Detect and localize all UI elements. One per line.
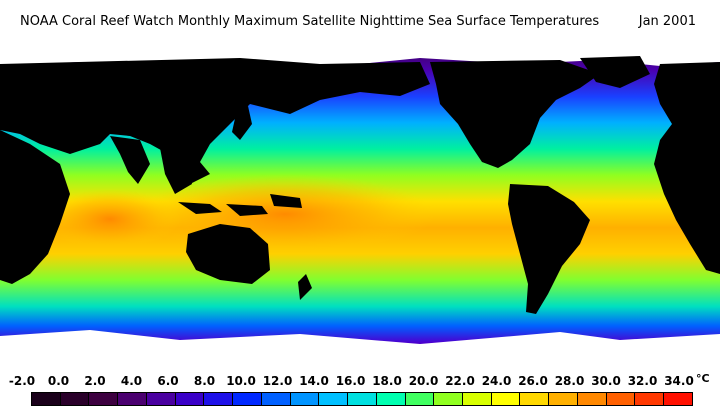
title-bar: NOAA Coral Reef Watch Monthly Maximum Sa… — [0, 0, 720, 44]
new-zealand-landmass — [298, 274, 312, 300]
legend-swatch — [463, 393, 492, 405]
legend-swatch — [664, 393, 692, 405]
map-title: NOAA Coral Reef Watch Monthly Maximum Sa… — [20, 14, 600, 29]
legend-swatch — [405, 393, 435, 405]
map-date: Jan 2001 — [638, 14, 696, 29]
europe-africa-east-landmass — [654, 62, 720, 274]
legend-swatch — [204, 393, 234, 405]
legend-tick-label: 26.0 — [518, 374, 548, 388]
legend-tick-label: 2.0 — [84, 374, 106, 388]
legend-tick-label: 20.0 — [408, 374, 439, 388]
legend-swatch — [434, 393, 464, 405]
legend-tick-label: 22.0 — [445, 374, 475, 388]
legend-swatch — [146, 393, 176, 405]
temperature-legend: -2.0 0.0 2.0 4.0 6.0 8.0 10.0 12.0 14.0 16.0 18.0 2… — [0, 372, 720, 411]
legend-tick-label: 24.0 — [481, 374, 512, 388]
africa-landmass — [0, 130, 70, 284]
legend-tick-label: -2.0 — [8, 374, 36, 388]
legend-swatch — [290, 393, 320, 405]
legend-swatch — [32, 393, 61, 405]
legend-swatch — [233, 393, 262, 405]
indonesia-landmass — [178, 194, 302, 216]
legend-unit-label: °C — [696, 372, 710, 385]
legend-swatch — [348, 393, 377, 405]
legend-swatch — [376, 393, 406, 405]
india-landmass — [110, 136, 150, 184]
legend-tick-label: 12.0 — [262, 374, 293, 388]
legend-swatch — [606, 393, 636, 405]
legend-tick-label: 28.0 — [554, 374, 585, 388]
legend-tick-label: 32.0 — [627, 374, 658, 388]
legend-tick-label: 18.0 — [372, 374, 402, 388]
southeast-asia-landmass — [160, 148, 192, 194]
legend-swatch — [491, 393, 521, 405]
legend-swatch — [635, 393, 665, 405]
warm-pool-indian-ocean — [40, 189, 180, 249]
antarctic-ice — [0, 330, 720, 372]
legend-tick-label: 0.0 — [47, 374, 70, 388]
legend-swatch — [60, 393, 90, 405]
legend-tick-label: 34.0 — [664, 374, 694, 388]
legend-swatch — [118, 393, 147, 405]
legend-tick-label: 8.0 — [193, 374, 216, 388]
legend-tick-label: 4.0 — [120, 374, 143, 388]
legend-swatch — [319, 393, 349, 405]
legend-swatch — [549, 393, 578, 405]
legend-swatch — [261, 393, 291, 405]
legend-color-bar — [31, 392, 693, 406]
eurasia-landmass — [0, 58, 430, 184]
australia-landmass — [186, 224, 270, 284]
legend-tick-label: 14.0 — [299, 374, 329, 388]
legend-tick-label: 6.0 — [157, 374, 179, 388]
south-america-landmass — [508, 184, 590, 314]
legend-swatch — [577, 393, 607, 405]
legend-tick-label: 30.0 — [591, 374, 621, 388]
legend-swatch — [520, 393, 550, 405]
legend-tick-label: 16.0 — [335, 374, 366, 388]
north-america-landmass — [430, 60, 600, 168]
legend-tick-label: 10.0 — [226, 374, 256, 388]
japan-landmass — [232, 106, 252, 140]
legend-swatch — [89, 393, 119, 405]
sst-map-graphic — [0, 44, 720, 372]
legend-tick-row: -2.0 0.0 2.0 4.0 6.0 8.0 10.0 12.0 14.0 16.0 18.0 2… — [0, 372, 720, 390]
sst-map — [0, 44, 720, 372]
legend-swatch — [175, 393, 205, 405]
greenland-landmass — [580, 56, 650, 88]
